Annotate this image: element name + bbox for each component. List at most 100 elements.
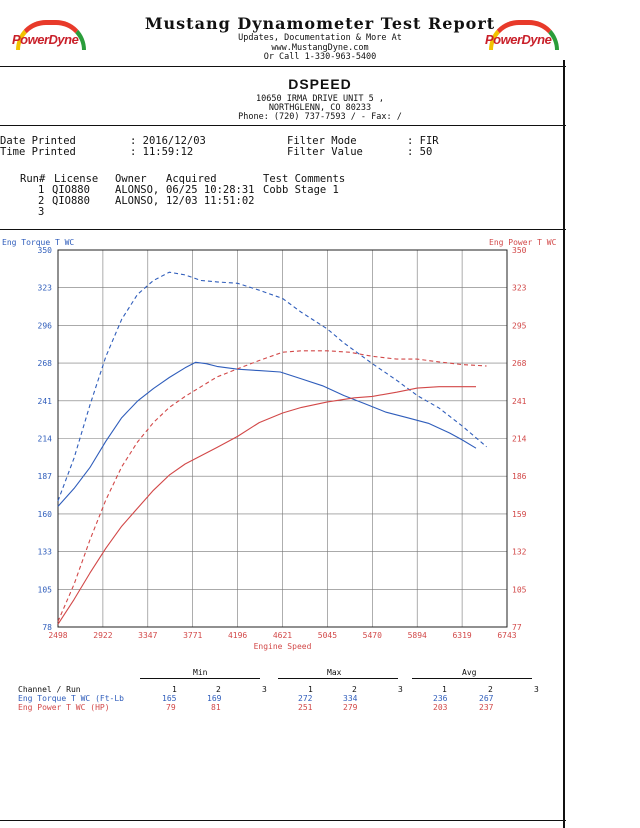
y-tick-label-left: 350 (38, 246, 53, 255)
y-tick-label-right: 77 (512, 623, 522, 632)
torque-dashed-series-line (57, 271, 487, 502)
header-divider (0, 66, 566, 67)
shop-name: DSPEED (288, 76, 352, 92)
x-tick-label: 5045 (318, 631, 337, 640)
y-tick-label-right: 186 (512, 472, 527, 481)
date-printed-label: Date Printed (0, 135, 76, 147)
summary-power-min1: 79 (166, 703, 176, 712)
footer-rule (0, 820, 566, 821)
summary-min-run3: 3 (262, 685, 267, 694)
logo-brand: PowerDyne (12, 32, 79, 47)
logo-wordmark: PowerDyne (485, 32, 552, 47)
run-number: 2 (38, 195, 45, 207)
y-tick-label-right: 105 (512, 585, 527, 594)
filter-mode-value: : FIR (407, 135, 439, 147)
summary-power-max1: 251 (298, 703, 313, 712)
x-tick-label: 2922 (93, 631, 112, 640)
powerdyne-logo-right: PowerDyne (483, 20, 563, 54)
summary-max-label: Max (327, 668, 342, 677)
summary-torque-max2: 334 (343, 694, 358, 703)
x-tick-label: 4196 (228, 631, 247, 640)
summary-power-avg1: 203 (433, 703, 448, 712)
torque-solid-series-line (57, 361, 477, 507)
summary-power-min2: 81 (211, 703, 221, 712)
power-dashed-series-line (57, 350, 487, 622)
runs-header-license: License (54, 173, 99, 185)
summary-channel-run: Channel / Run (18, 685, 81, 694)
y-tick-label-left: 187 (38, 472, 53, 481)
run-acquired: 06/25 10:28:31 (166, 184, 255, 196)
dyno-chart: 2498 2922 3347 3771 4196 4621 5045 5470 5894 6319… (38, 246, 527, 651)
summary-min-run1: 1 (172, 685, 177, 694)
y-axis-left-label: Eng Torque T WC (2, 238, 75, 247)
x-tick-label: 4621 (273, 631, 292, 640)
summary-power-label: Eng Power T WC (HP) (18, 703, 110, 712)
run-owner: ALONSO, (115, 195, 160, 207)
y-tick-label-left: 323 (38, 284, 53, 293)
plot-frame (57, 249, 508, 628)
x-tick-label: 3347 (138, 631, 157, 640)
time-printed-value: : 11:59:12 (130, 146, 194, 158)
run-number: 1 (38, 184, 45, 196)
shop-divider (0, 125, 566, 126)
header-subtitle: Updates, Documentation & More At (238, 33, 402, 43)
summary-avg-rule (412, 678, 532, 679)
page-border-right (563, 60, 565, 828)
summary-torque-min2: 169 (207, 694, 222, 703)
x-axis-label: Engine Speed (254, 642, 312, 651)
summary-torque-max1: 272 (298, 694, 313, 703)
y-tick-label-right: 159 (512, 510, 527, 519)
summary-max-run2: 2 (352, 685, 357, 694)
y-tick-label-right: 132 (512, 548, 527, 557)
run-acquired: 12/03 11:51:02 (166, 195, 255, 207)
y-tick-label-right: 214 (512, 435, 527, 444)
y-tick-label-left: 133 (38, 548, 53, 557)
summary-avg-label: Avg (462, 668, 477, 677)
summary-torque-avg1: 236 (433, 694, 448, 703)
run-number: 3 (38, 206, 45, 218)
summary-max-run1: 1 (308, 685, 313, 694)
summary-torque-avg2: 267 (479, 694, 494, 703)
summary-power-avg2: 237 (479, 703, 494, 712)
y-tick-label-right: 268 (512, 359, 527, 368)
run-license: QIO880 (52, 184, 90, 196)
header-website: www.MustangDyne.com (271, 43, 369, 53)
summary-min-run2: 2 (216, 685, 221, 694)
runs-header-acquired: Acquired (166, 173, 217, 185)
y-tick-label-left: 241 (38, 397, 53, 406)
runs-header-owner: Owner (115, 173, 147, 185)
summary-min-label: Min (193, 668, 208, 677)
y-tick-label-right: 350 (512, 246, 527, 255)
date-printed-value: : 2016/12/03 (130, 135, 206, 147)
summary-avg-run3: 3 (534, 685, 539, 694)
x-tick-label: 2498 (48, 631, 67, 640)
run-license: QIO880 (52, 195, 90, 207)
y-axis-right-label: Eng Power T WC (489, 238, 557, 247)
logo-wordmark: PowerDyne (12, 32, 79, 47)
summary-power-max2: 279 (343, 703, 358, 712)
summary-max-run3: 3 (398, 685, 403, 694)
y-tick-label-left: 78 (42, 623, 52, 632)
y-tick-label-left: 296 (38, 321, 53, 330)
summary-avg-run1: 1 (442, 685, 447, 694)
y-tick-label-left: 268 (38, 359, 53, 368)
summary-min-rule (140, 678, 260, 679)
powerdyne-logo-left: PowerDyne (10, 20, 90, 54)
x-tick-label: 6743 (497, 631, 516, 640)
summary-torque-min1: 165 (162, 694, 177, 703)
summary-max-rule (278, 678, 398, 679)
summary-torque-label: Eng Torque T WC (Ft-Lb (18, 694, 124, 703)
runs-divider (0, 229, 566, 230)
runs-header-run: Run# (20, 173, 46, 185)
header-phone: Or Call 1-330-963-5400 (263, 52, 377, 62)
run-comments: Cobb Stage 1 (263, 184, 339, 196)
filter-mode-label: Filter Mode (287, 135, 357, 147)
y-tick-label-right: 323 (512, 284, 527, 293)
shop-address2: NORTHGLENN, CO 80233 (268, 103, 372, 113)
shop-address1: 10650 IRMA DRIVE UNIT 5 , (256, 94, 384, 104)
power-solid-series-line (57, 386, 476, 625)
x-tick-label: 3771 (183, 631, 202, 640)
x-tick-label: 6319 (452, 631, 471, 640)
y-tick-label-left: 214 (38, 435, 53, 444)
x-tick-label: 5894 (408, 631, 427, 640)
